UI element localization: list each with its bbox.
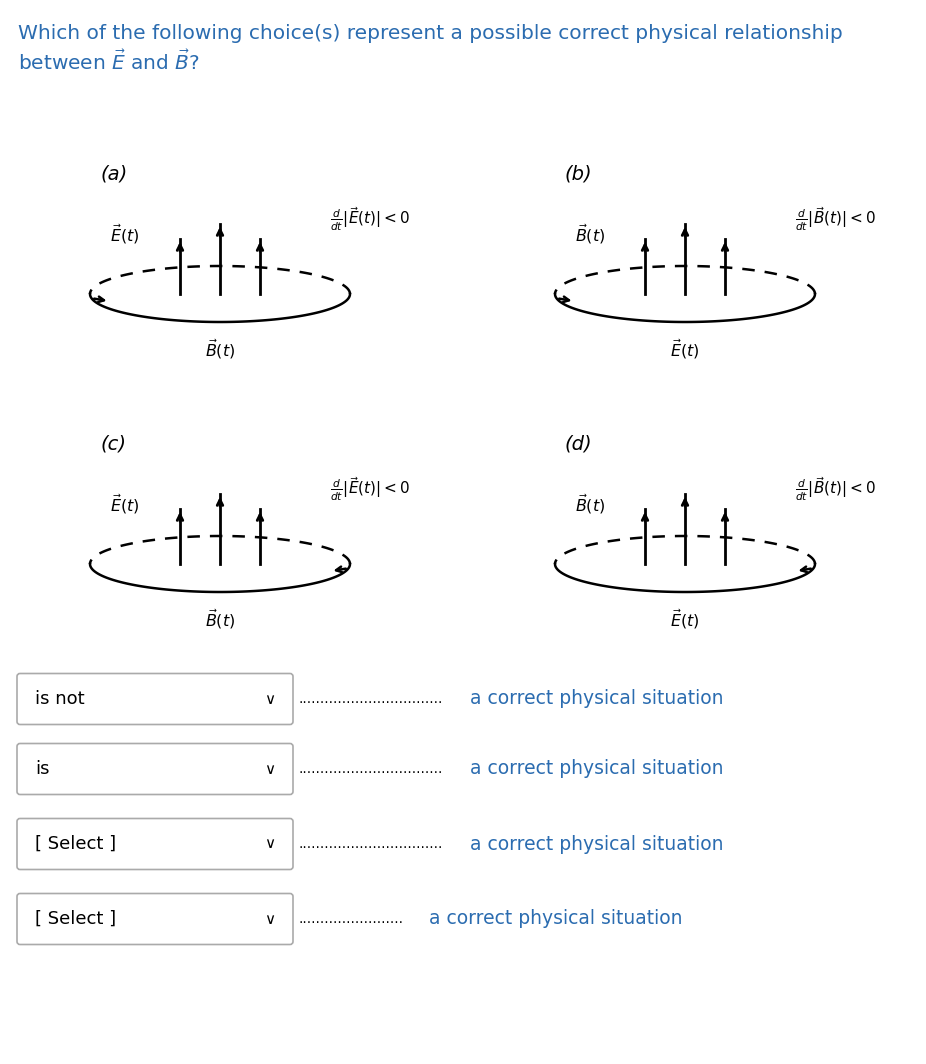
- Text: $\frac{d}{dt}|\vec{E}(t)|<0$: $\frac{d}{dt}|\vec{E}(t)|<0$: [330, 476, 410, 502]
- Text: a correct physical situation: a correct physical situation: [469, 834, 723, 853]
- Text: ∨: ∨: [265, 912, 276, 927]
- Text: a correct physical situation: a correct physical situation: [423, 910, 682, 929]
- Text: (d): (d): [565, 434, 593, 453]
- FancyBboxPatch shape: [17, 744, 293, 795]
- Text: ∨: ∨: [265, 836, 276, 851]
- Text: $\frac{d}{dt}|\vec{B}(t)|<0$: $\frac{d}{dt}|\vec{B}(t)|<0$: [795, 476, 876, 502]
- Text: Which of the following choice(s) represent a possible correct physical relations: Which of the following choice(s) represe…: [18, 24, 843, 43]
- FancyBboxPatch shape: [17, 894, 293, 945]
- Text: ∨: ∨: [265, 692, 276, 706]
- Text: a correct physical situation: a correct physical situation: [469, 689, 723, 709]
- Text: $\vec{E}(t)$: $\vec{E}(t)$: [670, 608, 700, 631]
- Text: (c): (c): [100, 434, 126, 453]
- Text: .................................: .................................: [298, 837, 443, 851]
- Text: $\vec{E}(t)$: $\vec{E}(t)$: [110, 222, 140, 246]
- Text: ∨: ∨: [265, 762, 276, 777]
- Text: $\vec{B}(t)$: $\vec{B}(t)$: [575, 493, 606, 516]
- Text: (b): (b): [565, 164, 593, 183]
- Text: [ Select ]: [ Select ]: [35, 910, 116, 928]
- Text: $\vec{B}(t)$: $\vec{B}(t)$: [205, 608, 235, 631]
- Text: $\frac{d}{dt}|\vec{B}(t)|<0$: $\frac{d}{dt}|\vec{B}(t)|<0$: [795, 205, 876, 233]
- Text: a correct physical situation: a correct physical situation: [469, 760, 723, 779]
- Text: ........................: ........................: [298, 912, 403, 926]
- Text: between $\vec{E}$ and $\vec{B}$?: between $\vec{E}$ and $\vec{B}$?: [18, 49, 200, 73]
- Text: .................................: .................................: [298, 692, 443, 706]
- Text: $\vec{B}(t)$: $\vec{B}(t)$: [205, 337, 235, 361]
- Text: (a): (a): [100, 164, 127, 183]
- FancyBboxPatch shape: [17, 674, 293, 725]
- Text: [ Select ]: [ Select ]: [35, 835, 116, 853]
- Text: is not: is not: [35, 689, 84, 708]
- Text: is: is: [35, 760, 49, 778]
- Text: $\vec{E}(t)$: $\vec{E}(t)$: [670, 337, 700, 361]
- Text: $\frac{d}{dt}|\vec{E}(t)|<0$: $\frac{d}{dt}|\vec{E}(t)|<0$: [330, 205, 410, 233]
- Text: $\vec{B}(t)$: $\vec{B}(t)$: [575, 222, 606, 246]
- Text: $\vec{E}(t)$: $\vec{E}(t)$: [110, 493, 140, 516]
- Text: .................................: .................................: [298, 762, 443, 776]
- FancyBboxPatch shape: [17, 818, 293, 869]
